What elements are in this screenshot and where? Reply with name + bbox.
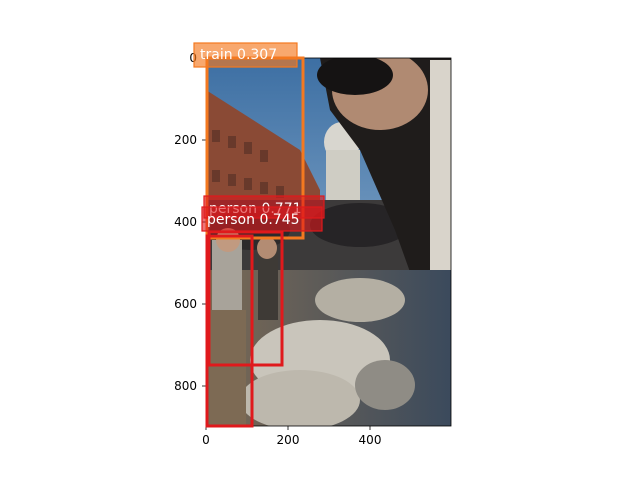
- y-tick-label: 400: [174, 215, 197, 229]
- x-tick-label: 0: [202, 433, 210, 447]
- x-tick-label: 400: [359, 433, 382, 447]
- person-label-2: person 0.745: [207, 212, 300, 228]
- y-tick-label: 600: [174, 297, 197, 311]
- photo: [206, 58, 451, 426]
- y-tick-label: 200: [174, 133, 197, 147]
- person-box-2: [205, 234, 254, 428]
- train-label-bg: [193, 42, 298, 68]
- train-label: train 0.307: [200, 47, 277, 63]
- x-tick-label: 200: [277, 433, 300, 447]
- person-label-bg-2: [201, 206, 323, 232]
- person-box-1: [207, 230, 284, 367]
- y-tick-label: 0: [189, 51, 197, 65]
- y-tick-label: 800: [174, 379, 197, 393]
